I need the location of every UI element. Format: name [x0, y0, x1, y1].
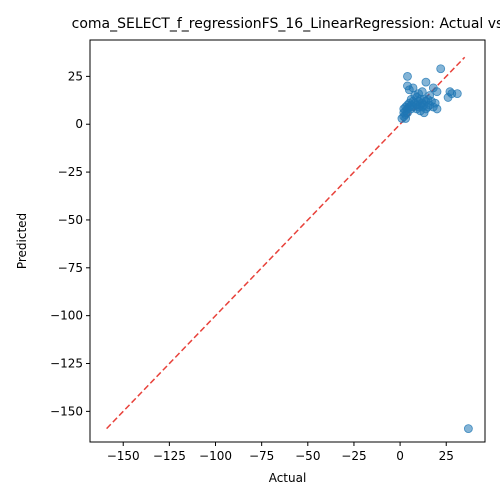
- data-point: [436, 64, 446, 74]
- x-tick-label: −75: [249, 449, 274, 463]
- y-tick-label: −100: [50, 309, 83, 323]
- reference-line-layer: [106, 56, 466, 430]
- data-point: [403, 71, 412, 81]
- x-axis-label: Actual: [269, 471, 307, 485]
- x-tick-label: 25: [439, 449, 454, 463]
- data-point: [419, 108, 429, 118]
- x-tick-label: 0: [396, 449, 404, 463]
- data-point: [463, 424, 473, 434]
- data-point: [404, 85, 414, 95]
- data-point: [432, 87, 442, 97]
- data-point: [421, 77, 431, 87]
- x-tick-label: −100: [199, 449, 232, 463]
- data-point: [443, 93, 453, 102]
- y-tick-label: −75: [58, 261, 83, 275]
- y-tick-label: −150: [50, 404, 83, 418]
- data-point: [401, 114, 411, 123]
- y-tick-label: −50: [58, 213, 83, 227]
- y-tick-label: 25: [68, 69, 83, 83]
- x-tick-label: −150: [107, 449, 140, 463]
- y-axis-label: Predicted: [15, 213, 29, 269]
- y-tick-label: −125: [50, 357, 83, 371]
- y-tick-label: −25: [58, 165, 83, 179]
- plot-area-frame: [89, 39, 486, 443]
- chart-title: coma_SELECT_f_regressionFS_16_LinearRegr…: [72, 16, 500, 32]
- y-axis-ticks: −150 −125 −100 −75 −50 −25 0 25: [50, 69, 90, 418]
- data-point: [452, 89, 462, 98]
- x-tick-label: −125: [153, 449, 186, 463]
- x-axis-ticks: −150 −125 −100 −75 −50 −25 0 25: [107, 442, 454, 463]
- x-tick-label: −50: [295, 449, 320, 463]
- x-tick-label: −25: [341, 449, 366, 463]
- data-point: [432, 104, 442, 114]
- data-points: [397, 64, 473, 434]
- reference-line: [106, 56, 466, 430]
- y-tick-label: 0: [75, 117, 83, 131]
